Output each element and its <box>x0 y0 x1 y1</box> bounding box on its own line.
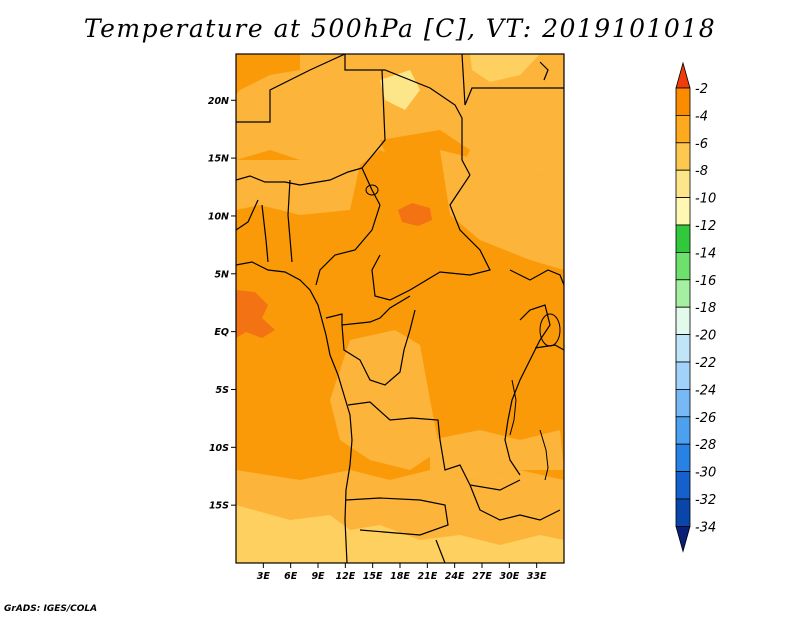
colorbar-swatch <box>675 197 691 226</box>
border-sudan-car <box>371 174 491 301</box>
colorbar-level-label: -2 <box>695 82 708 97</box>
colorbar-level-label: -28 <box>695 438 716 453</box>
border-zambia-zimbabwe <box>469 484 561 521</box>
lon-tick-label: 33E <box>527 571 547 582</box>
lat-tick-label: 10N <box>208 211 229 222</box>
border-benin <box>261 204 269 263</box>
lon-tick-label: 12E <box>335 571 355 582</box>
field-band-8-6-west <box>236 150 360 215</box>
colorbar-swatch <box>675 471 691 500</box>
colorbar-level-label: -20 <box>695 329 716 344</box>
lat-tick-label: EQ <box>214 327 229 338</box>
colorbar-level-label: -32 <box>695 493 716 508</box>
colorbar-level-label: -34 <box>695 520 716 535</box>
lake-tanganyika <box>509 379 517 436</box>
lake-victoria <box>539 313 561 347</box>
border-congo <box>341 309 416 386</box>
lon-tick-label: 15E <box>363 571 383 582</box>
colorbar-swatch <box>675 142 691 171</box>
lon-tick-label: 27E <box>472 571 492 582</box>
border-sahel-west <box>236 167 363 186</box>
colorbar-level-label: -18 <box>695 301 716 316</box>
border-egypt-sudan <box>461 54 564 106</box>
lon-tick-label: 21E <box>417 571 437 582</box>
border-mali-algeria <box>236 54 346 123</box>
lon-tick-label: 6E <box>284 571 298 582</box>
border-cameroon-gabon <box>325 295 411 326</box>
coastline-west <box>236 261 353 563</box>
colorbar-level-label: -24 <box>695 383 716 398</box>
colorbar-swatch <box>675 388 691 418</box>
lon-tick-label: 30E <box>499 571 519 582</box>
lat-tick-label: 20N <box>208 96 229 107</box>
colorbar-level-label: -14 <box>695 246 716 261</box>
field-band-6-4-nw <box>236 54 300 95</box>
colorbar-level-label: -8 <box>695 164 708 179</box>
colorbar-level-label: -30 <box>695 466 716 481</box>
border-angola-namibia <box>345 497 449 536</box>
border-kenya-tanzania <box>534 344 564 351</box>
colorbar-level-label: -6 <box>695 137 708 152</box>
lat-tick-label: 5N <box>214 269 229 280</box>
colorbar-level-label: -4 <box>695 109 708 124</box>
lat-tick-label: 10S <box>209 443 229 454</box>
lake-chad <box>365 184 379 196</box>
lakes <box>365 184 561 481</box>
colorbar-swatch <box>675 224 691 253</box>
coastline-red-sea <box>539 61 549 81</box>
colorbar-swatch <box>675 87 691 116</box>
colorbar-swatch <box>675 115 691 144</box>
field-band-4-2-gulf <box>236 290 275 338</box>
border-togo-nigeria <box>287 179 293 263</box>
field-band-8-6-north <box>236 54 564 180</box>
colorbar-level-label: -16 <box>695 274 716 289</box>
map-title: Temperature at 500hPa [C], VT: 201910101… <box>83 14 717 43</box>
field-band-8-6-east <box>440 150 564 270</box>
border-angola-drc <box>347 401 521 491</box>
field-band-8-6-southeast <box>430 430 564 480</box>
lon-tick-label: 9E <box>311 571 325 582</box>
colorbar-level-label: -12 <box>695 219 716 234</box>
colorbar-swatch <box>675 334 691 363</box>
axis-ticks: 20N 15N 10N 5N EQ 5S 10S 15S 3E 6E 9E 12E 15E 18E 21E 2… <box>208 96 547 582</box>
colorbar-swatch <box>675 443 691 473</box>
lon-tick-label: 24E <box>445 571 465 582</box>
border-ghana <box>236 199 259 231</box>
colorbar: -2 -4 -6 -8 -10 -12 -14 -16 -18 -20 -22 -24 -26 -28 -3… <box>675 61 716 553</box>
lat-tick-label: 15S <box>209 501 229 512</box>
lake-malawi <box>539 429 549 481</box>
colorbar-swatch <box>675 498 691 527</box>
colorbar-swatch <box>675 416 691 445</box>
colorbar-bottom-arrow <box>675 526 691 553</box>
colorbar-swatch <box>675 169 691 198</box>
lat-tick-label: 15N <box>208 154 229 165</box>
temperature-field <box>236 54 564 563</box>
footer-credit: GrADS: IGES/COLA <box>4 604 98 614</box>
colorbar-level-label: -26 <box>695 411 716 426</box>
colorbar-swatch <box>675 306 691 336</box>
lon-tick-label: 18E <box>390 571 410 582</box>
field-band-10-8-south <box>236 505 564 563</box>
colorbar-level-label: -10 <box>695 192 716 207</box>
field-band-10-8-northeast <box>470 54 540 82</box>
field-band-4-2-chad <box>398 203 432 226</box>
colorbar-swatch <box>675 279 691 308</box>
colorbar-level-label: -22 <box>695 356 716 371</box>
border-great-lakes <box>504 304 551 476</box>
border-nigeria-cameroon <box>315 204 381 286</box>
border-botswana <box>435 539 446 563</box>
field-band-8-6-central <box>330 330 440 470</box>
lon-tick-label: 3E <box>257 571 271 582</box>
colorbar-swatch <box>675 251 691 281</box>
colorbar-top-arrow <box>675 61 691 89</box>
border-south-sudan <box>509 269 564 286</box>
border-niger-libya-chad <box>344 54 471 176</box>
lat-tick-label: 5S <box>216 385 230 396</box>
colorbar-swatch <box>675 361 691 390</box>
